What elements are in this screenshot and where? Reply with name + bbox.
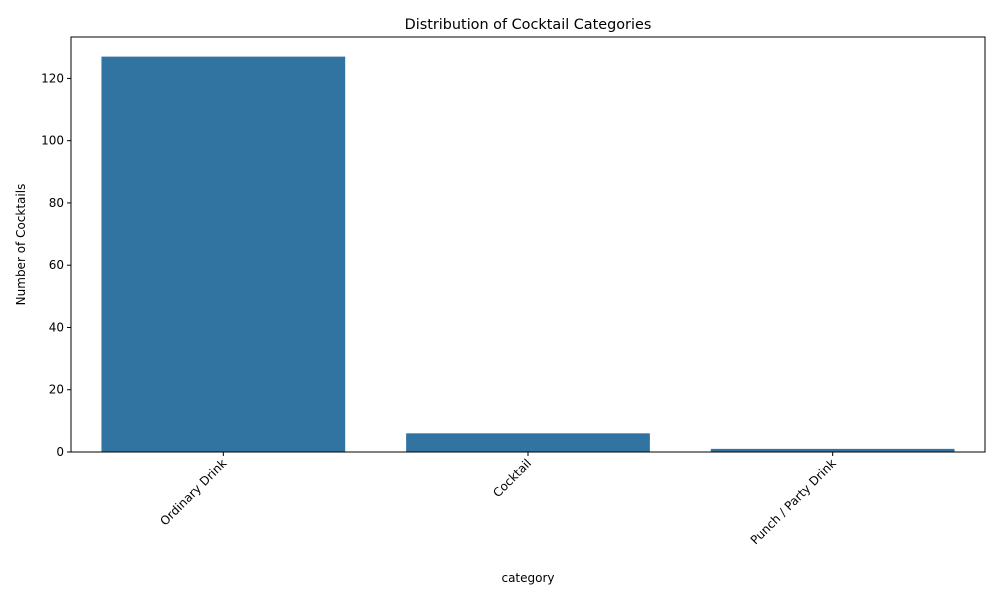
y-axis-label: Number of Cocktails: [14, 184, 28, 306]
bar-cocktail: [406, 433, 650, 452]
y-tick-label: 60: [49, 258, 64, 272]
x-tick-label: Cocktail: [490, 456, 534, 500]
y-tick-label: 80: [49, 196, 64, 210]
y-tick-label: 40: [49, 320, 64, 334]
y-tick-label: 20: [49, 383, 64, 397]
bars-group: [101, 56, 955, 453]
x-axis-label: category: [501, 571, 554, 585]
x-tick-label: Ordinary Drink: [157, 456, 229, 528]
x-axis-ticks: Ordinary Drink Cocktail Punch / Party Drin…: [157, 452, 839, 547]
y-tick-label: 120: [41, 71, 64, 85]
bar-punch-party-drink: [710, 448, 955, 452]
chart-title: Distribution of Cocktail Categories: [405, 17, 652, 33]
y-axis-ticks: 0 20 40 60 80 100 120: [41, 71, 71, 459]
bar-ordinary-drink: [101, 56, 346, 453]
y-tick-label: 100: [41, 134, 64, 148]
x-tick-label: Punch / Party Drink: [748, 456, 839, 547]
y-tick-label: 0: [56, 445, 64, 459]
